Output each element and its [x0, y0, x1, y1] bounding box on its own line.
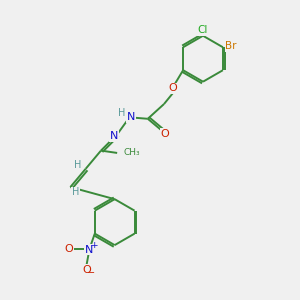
Text: H: H: [72, 188, 79, 197]
Text: Br: Br: [225, 41, 237, 51]
Text: H: H: [118, 108, 125, 118]
Text: −: −: [87, 268, 95, 278]
Text: N: N: [110, 131, 118, 141]
Text: O: O: [82, 265, 91, 275]
Text: O: O: [168, 83, 177, 94]
Text: N: N: [85, 244, 94, 254]
Text: Cl: Cl: [198, 26, 208, 35]
Text: N: N: [127, 112, 135, 122]
Text: O: O: [160, 128, 169, 139]
Text: +: +: [90, 241, 97, 250]
Text: O: O: [65, 244, 74, 254]
Text: CH₃: CH₃: [124, 148, 140, 158]
Text: H: H: [74, 160, 81, 170]
